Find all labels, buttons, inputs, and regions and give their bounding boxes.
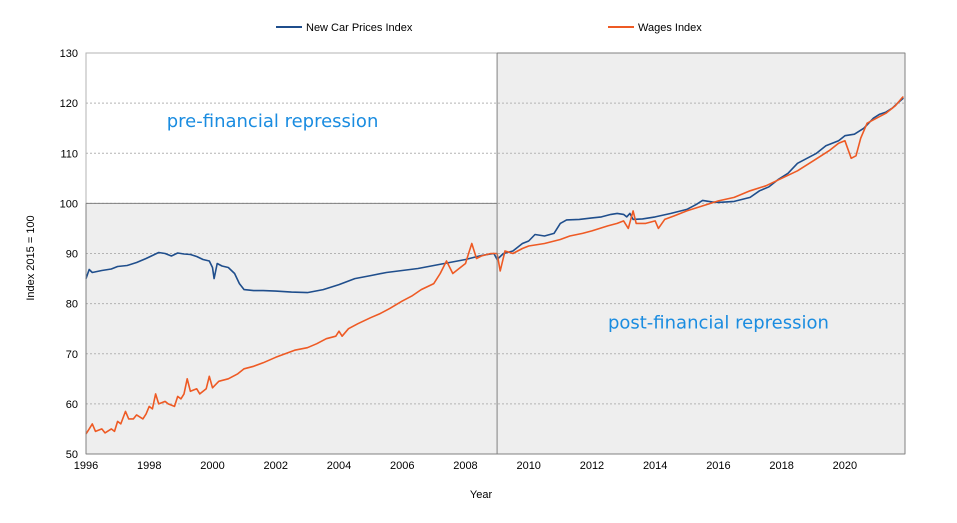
shaded-regions [86,53,905,454]
x-tick-labels: 1996 1998 2000 2002 2004 2006 2008 2010 2012 2014… [74,460,857,472]
legend-label-1: Wages Index [638,22,702,34]
x-tick-label: 2008 [453,460,477,472]
annotations: pre-financial repression post-financial r… [167,111,829,334]
region-pre-period [86,203,498,454]
y-axis-title: Index 2015 = 100 [25,215,37,300]
y-tick-label: 90 [66,249,78,261]
x-tick-label: 2018 [769,460,793,472]
x-tick-label: 2020 [833,460,857,472]
legend: New Car Prices Index Wages Index [276,22,702,34]
x-tick-label: 2000 [200,460,224,472]
y-tick-label: 50 [66,449,78,461]
y-tick-label: 80 [66,299,78,311]
x-tick-label: 2002 [263,460,287,472]
x-tick-label: 2016 [706,460,730,472]
annotation-1: post-financial repression [608,313,829,334]
y-tick-label: 110 [60,148,78,160]
x-tick-label: 2010 [516,460,540,472]
y-tick-label: 70 [66,349,78,361]
y-tick-label: 60 [66,399,78,411]
series-lines [85,96,904,435]
x-tick-label: 1998 [137,460,161,472]
y-tick-labels: 50 60 70 80 90 100 110 120 130 [60,48,78,461]
x-tick-label: 2012 [580,460,604,472]
legend-label-0: New Car Prices Index [306,22,413,34]
x-tick-label: 2006 [390,460,414,472]
x-tick-label: 1996 [74,460,98,472]
y-tick-label: 100 [60,198,78,210]
region-borders [85,52,906,455]
y-tick-label: 130 [60,48,78,60]
x-axis-title: Year [470,489,493,501]
x-tick-label: 2004 [327,460,351,472]
series-line-1 [85,96,904,435]
region-post-period [497,53,905,454]
annotation-0: pre-financial repression [167,111,379,132]
y-tick-label: 120 [60,98,78,110]
x-tick-label: 2014 [643,460,667,472]
